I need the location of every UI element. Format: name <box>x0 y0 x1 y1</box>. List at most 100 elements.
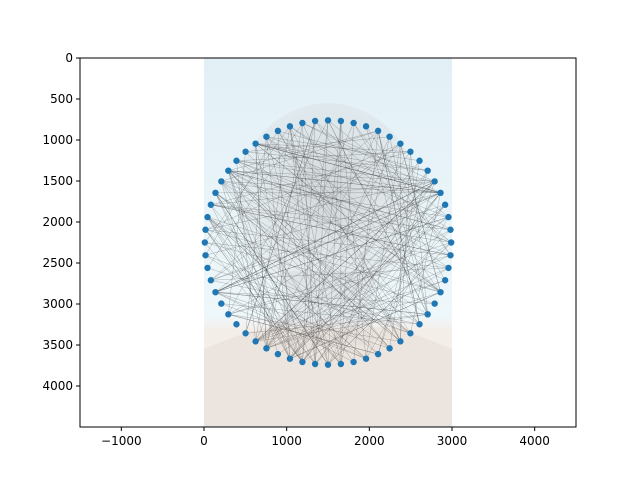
thread-line <box>255 143 435 182</box>
thread-line <box>266 136 329 365</box>
thread-line <box>327 170 428 365</box>
nail-point <box>416 157 423 164</box>
thread-line <box>204 242 303 363</box>
thread-line <box>255 143 441 293</box>
nail-point <box>431 300 438 307</box>
thread-line <box>221 181 267 349</box>
thread-line <box>255 126 291 342</box>
thread-line <box>215 192 411 334</box>
nail-point <box>204 264 211 272</box>
plot-area <box>201 58 455 427</box>
thread-line <box>314 120 329 365</box>
thread-line <box>207 216 367 359</box>
nail-point <box>386 345 393 352</box>
thread-line <box>205 192 441 256</box>
thread-line <box>221 181 441 193</box>
nail-point <box>441 277 449 284</box>
nail-point <box>299 119 306 127</box>
thread-line <box>228 170 279 355</box>
thread-line <box>377 181 435 355</box>
thread-line <box>377 170 428 355</box>
nail-point <box>311 117 319 125</box>
thread-line <box>228 170 390 349</box>
thread-line <box>277 242 452 355</box>
nail-point <box>218 178 225 185</box>
thread-line <box>215 192 401 342</box>
nail-point <box>447 252 454 259</box>
y-tick-label: 3000 <box>42 297 73 311</box>
thread-line <box>410 151 428 315</box>
thread-line <box>205 229 341 365</box>
thread-line <box>236 160 452 243</box>
thread-line <box>277 130 441 293</box>
thread-line <box>210 204 291 359</box>
thread-line <box>277 130 291 359</box>
thread-line <box>210 280 420 325</box>
thread-line <box>255 143 267 349</box>
nail-point <box>374 350 382 358</box>
nail-point <box>397 338 404 345</box>
nail-point <box>437 288 444 296</box>
thread-line <box>255 204 446 342</box>
nail-point <box>212 288 219 296</box>
thread-line <box>228 242 452 315</box>
nail-point <box>311 360 319 368</box>
thread-line <box>289 126 329 365</box>
nail-point <box>407 148 414 155</box>
thread-line <box>327 120 428 315</box>
thread-line <box>266 136 441 193</box>
thread-line <box>210 204 452 243</box>
thread-line <box>207 216 411 334</box>
thread-line <box>302 120 329 363</box>
x-tick-label: 0 <box>200 434 208 448</box>
thread-line <box>266 122 303 349</box>
nail-point <box>225 311 232 318</box>
thread-line <box>327 242 452 365</box>
thread-line <box>289 170 428 359</box>
thread-line <box>207 216 379 355</box>
thread-line <box>207 216 441 293</box>
nail-point <box>263 345 270 352</box>
nail-point <box>286 355 294 362</box>
y-tick-label: 500 <box>50 92 73 106</box>
thread-line <box>377 130 420 325</box>
thread-line <box>210 143 401 281</box>
nail-point <box>299 358 306 366</box>
thread-line <box>205 130 279 256</box>
thread-line <box>215 216 449 293</box>
x-tick-label: 1000 <box>271 434 302 448</box>
nail-point <box>441 201 449 208</box>
thread-line <box>221 181 428 315</box>
thread-line <box>266 120 316 349</box>
nail-point <box>445 213 452 221</box>
nail-point <box>212 189 219 197</box>
nail-point <box>263 133 270 140</box>
thread-line <box>315 229 451 365</box>
shoulders-shape <box>204 326 452 427</box>
thread-line <box>277 130 401 342</box>
thread-line <box>228 170 451 230</box>
nail-point <box>362 123 370 130</box>
thread-line <box>389 136 428 315</box>
nail-point <box>416 321 423 328</box>
thread-line <box>205 229 303 363</box>
thread-line <box>228 314 379 355</box>
thread-line <box>236 151 411 161</box>
thread-line <box>245 136 390 152</box>
x-tick-label: 3000 <box>437 434 468 448</box>
thread-line <box>205 143 401 230</box>
thread-line <box>314 192 441 365</box>
nail-point <box>242 330 249 337</box>
thread-line <box>353 122 446 281</box>
thread-line <box>255 143 441 193</box>
x-tick-label: −1000 <box>101 434 142 448</box>
thread-line <box>255 143 411 152</box>
thread-line <box>266 136 441 293</box>
nail-point <box>225 167 232 174</box>
y-tick-label: 2000 <box>42 215 73 229</box>
nail-point <box>350 358 357 366</box>
thread-line <box>236 160 441 293</box>
nail-point <box>233 321 240 328</box>
nail-point <box>286 123 294 130</box>
